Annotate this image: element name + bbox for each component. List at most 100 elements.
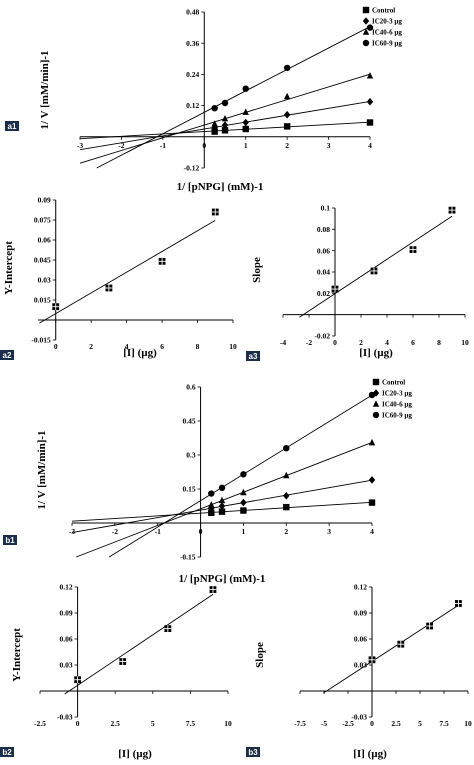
- fit-line-b3-0: [323, 604, 459, 694]
- fit-line-a3-0: [299, 215, 453, 318]
- x-tick-label-a1: -2: [118, 141, 124, 150]
- data-point-a1-1-3: [283, 110, 291, 119]
- legend-marker-a1-3: [362, 39, 370, 47]
- y-tick-label-b2: 0.03: [59, 661, 72, 670]
- x-axis-title-b1: 1/ [pNPG] (mM)-1: [179, 573, 266, 585]
- chart-a3: -4 -2 0 2 4 6 8 10 -0.02 0.02 0.04 0.06 0.08 0.1 [I] (…: [246, 204, 469, 361]
- y-tick-label-a3: 0.04: [317, 268, 330, 277]
- data-point-b1-2-0: [208, 501, 215, 508]
- x-tick-label-b3: 5: [418, 719, 422, 728]
- panel-badge-b3: [246, 747, 260, 757]
- data-point-b1-0-4: [368, 499, 376, 506]
- data-point-a1-1-4: [366, 97, 374, 106]
- data-point-b1-0-0: [208, 509, 215, 516]
- panel-label-a1: a1: [8, 122, 17, 131]
- data-point-a1-2-0: [211, 120, 218, 127]
- x-tick-label-b3: 2.5: [391, 719, 401, 728]
- y-tick-label-a2: -0.015: [31, 336, 51, 345]
- y-tick-label-a2: 0.015: [34, 296, 51, 305]
- fit-line-b1-2: [76, 442, 373, 558]
- x-tick-label-b1: -1: [155, 527, 161, 536]
- y-tick-label-a3: 0.08: [317, 225, 330, 234]
- y-tick-label-b2: 0.06: [59, 635, 72, 644]
- data-point-b1-1-3: [283, 492, 290, 500]
- panel-badge-a3: [246, 351, 260, 361]
- panel-label-b3: b3: [248, 748, 258, 757]
- y-tick-label-a2: 0.09: [38, 196, 51, 205]
- legend-label-a1-2: IC40-6 µg: [372, 29, 402, 37]
- chart-b1: -3 -2 -1 0 1 2 3 4 -0.15 0.15 0.3 0.45 0.6 Control IC2…: [3, 378, 412, 585]
- x-tick-label-a3: -4: [280, 338, 286, 347]
- x-tick-label-b1: -2: [112, 527, 118, 536]
- x-tick-label-a2: 4: [125, 342, 129, 351]
- x-tick-label-b1: 0: [199, 527, 203, 536]
- panel-label-b2: b2: [2, 748, 12, 757]
- x-tick-label-a1: 3: [327, 141, 331, 150]
- data-point-a1-3-2: [242, 85, 249, 92]
- legend-marker-b1-3: [372, 411, 380, 419]
- x-tick-label-b3: 0: [370, 719, 374, 728]
- y-tick-label-a3: 0.1: [321, 204, 331, 213]
- legend-label-b1-1: IC20-3 µg: [382, 390, 412, 398]
- x-tick-label-a3: 0: [333, 338, 337, 347]
- x-tick-label-b3: -5: [321, 719, 327, 728]
- data-point-a1-0-0: [211, 128, 218, 135]
- x-tick-label-b2: 10: [224, 719, 232, 728]
- x-tick-label-a3: -2: [306, 338, 312, 347]
- panel-badge-b1: [3, 535, 17, 545]
- data-point-a1-2-4: [366, 72, 374, 79]
- data-point-a1-0-4: [366, 119, 374, 126]
- y-axis-title-b2: Y-Intercept: [11, 628, 23, 682]
- fit-line-b2-0: [64, 593, 214, 695]
- x-tick-label-b2: -2.5: [34, 719, 46, 728]
- panel-label-a2: a2: [3, 351, 12, 360]
- legend-marker-a1-2: [362, 28, 370, 35]
- panel-label-a3: a3: [249, 352, 258, 361]
- y-tick-label-b3: 0.06: [354, 635, 367, 644]
- y-tick-label-b3: 0.09: [354, 609, 367, 618]
- legend-marker-b1-0: [372, 378, 380, 386]
- x-tick-label-b1: 4: [370, 527, 374, 536]
- x-tick-label-a1: 4: [368, 141, 372, 150]
- data-point-a1-0-1: [221, 127, 229, 134]
- x-tick-label-a2: 8: [196, 342, 200, 351]
- x-axis-title-b3: [I] (µg): [353, 748, 387, 760]
- panel-badge-b2: [0, 747, 14, 757]
- y-tick-label-a2: 0.03: [38, 276, 51, 285]
- x-tick-label-b1: 3: [327, 527, 331, 536]
- chart-b3: -7.5 -5 -2.5 0 2.5 5 7.5 10 -0.03 0.03 0.06 0.09 0.1…: [246, 583, 472, 760]
- fit-line-b1-3: [108, 394, 373, 558]
- chart-b2: -2.5 0 2.5 5 7.5 10 -0.03 0.03 0.06 0.09 0.12 [I] (…: [0, 583, 232, 760]
- x-tick-label-b3: -2.5: [342, 719, 354, 728]
- data-point-b1-1-1: [218, 502, 226, 510]
- y-tick-label-a1: 0.12: [186, 101, 199, 110]
- data-point-a1-2-2: [242, 108, 249, 115]
- x-tick-label-b2: 7.5: [186, 719, 196, 728]
- y-tick-label-b3: -0.03: [351, 713, 367, 722]
- legend-label-b1-0: Control: [382, 379, 405, 387]
- x-tick-label-b3: 7.5: [439, 719, 449, 728]
- panel-label-b1: b1: [5, 536, 15, 545]
- data-point-b1-2-3: [283, 471, 290, 479]
- legend-label-a1-1: IC20-3 µg: [372, 18, 402, 26]
- legend-label-a1-3: IC60-9 µg: [372, 40, 402, 48]
- data-point-b1-0-2: [240, 507, 247, 514]
- x-axis-title-b2: [I] (µg): [118, 748, 152, 760]
- x-tick-label-b1: 1: [242, 527, 246, 536]
- data-point-b1-2-2: [240, 488, 247, 496]
- y-tick-label-a3: 0.02: [317, 289, 330, 298]
- data-point-b1-3-0: [208, 490, 215, 497]
- x-tick-label-a3: 2: [359, 338, 363, 347]
- data-point-b1-3-3: [283, 445, 290, 452]
- x-tick-label-a1: 2: [285, 141, 289, 150]
- data-point-a1-2-1: [221, 115, 229, 122]
- y-axis-title-b3: Slope: [254, 642, 266, 668]
- chart-a1: -3 -2 -1 0 1 2 3 4 -0.12 0.12 0.24 0.36 0.48 Control I…: [5, 7, 402, 193]
- y-tick-label-b1: 0.6: [186, 383, 196, 392]
- legend-label-a1-0: Control: [372, 7, 395, 15]
- data-point-b1-2-1: [218, 496, 226, 504]
- panel-badge-a2: [0, 350, 14, 360]
- x-tick-label-a1: 1: [244, 141, 248, 150]
- x-tick-label-a3: 8: [437, 338, 441, 347]
